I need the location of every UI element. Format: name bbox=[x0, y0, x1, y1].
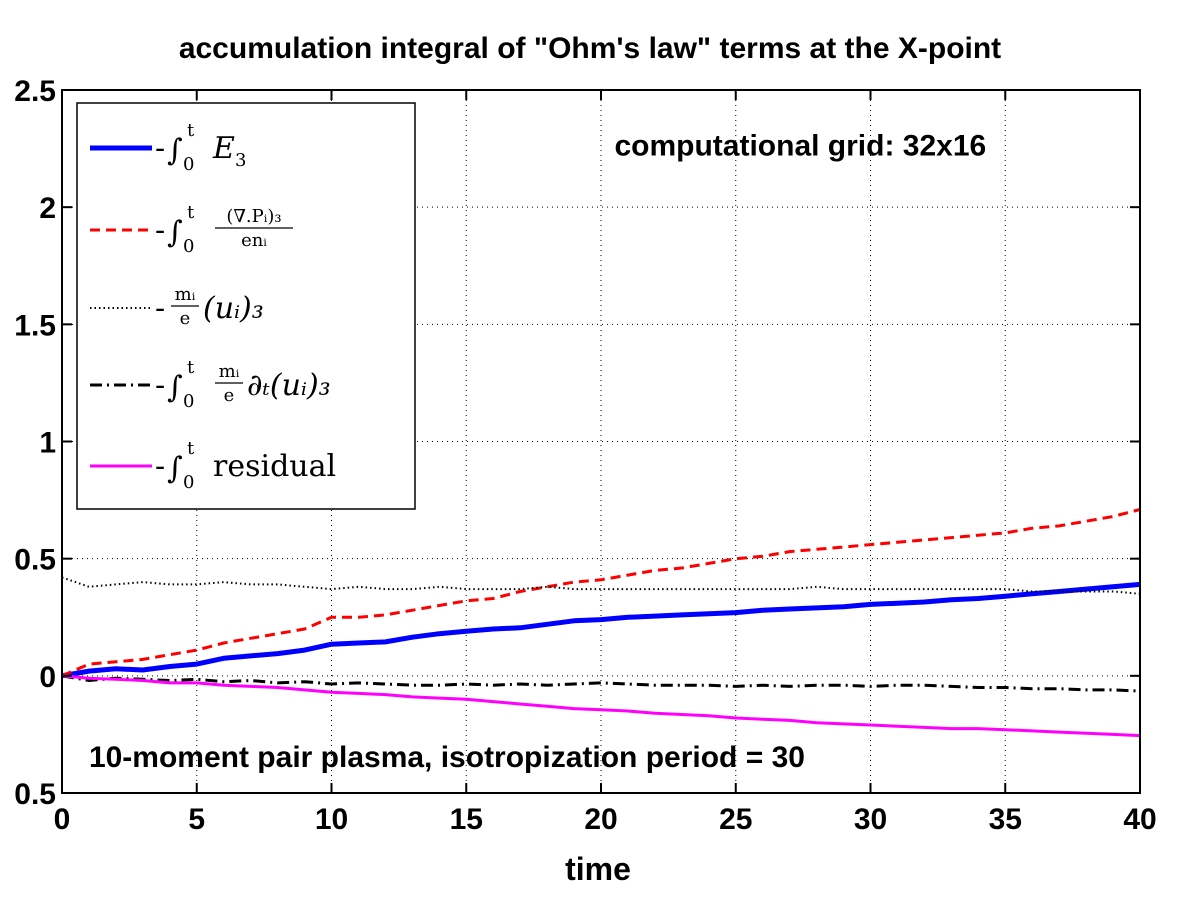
x-tick-label: 15 bbox=[450, 803, 483, 836]
x-tick-label: 10 bbox=[315, 803, 348, 836]
legend-label-1: E bbox=[212, 131, 235, 166]
fraction: (∇.Pᵢ)₃ enᵢ bbox=[215, 206, 293, 251]
y-tick-label: 2 bbox=[39, 192, 56, 225]
fraction-denominator: e bbox=[224, 385, 235, 406]
fraction-numerator: mᵢ bbox=[175, 284, 196, 305]
integral-sign: ∫ bbox=[167, 215, 183, 250]
x-tick-label: 0 bbox=[54, 803, 71, 836]
legend-tail-3: (uᵢ)₃ bbox=[203, 291, 264, 326]
integral-upper-limit: t bbox=[187, 438, 195, 459]
legend-prefix-5: - bbox=[155, 449, 165, 484]
fraction: mᵢ e bbox=[171, 284, 199, 329]
y-tick-label: 0 bbox=[39, 661, 56, 694]
integral-symbol: ∫t 0 bbox=[167, 202, 195, 257]
legend-label-5: residual bbox=[213, 449, 336, 484]
series-line-2 bbox=[61, 508, 1141, 678]
y-tick-label: 1 bbox=[39, 427, 56, 460]
legend-tail-4: ∂ₜ(uᵢ)₃ bbox=[247, 368, 331, 403]
series-line-5 bbox=[61, 674, 1141, 738]
x-tick-label: 25 bbox=[719, 803, 752, 836]
integral-symbol: ∫t 0 bbox=[167, 438, 195, 493]
integral-lower-limit: 0 bbox=[183, 154, 194, 175]
legend-prefix-2: - bbox=[155, 213, 165, 248]
y-tick-label: 0.5 bbox=[14, 778, 56, 811]
fraction-denominator: enᵢ bbox=[241, 230, 267, 251]
integral-symbol: ∫t 0 bbox=[167, 357, 195, 412]
series-line-3 bbox=[61, 576, 1141, 595]
tick-layer: 0 5 10 15 20 25 30 35 400.500.511.522.5 bbox=[14, 75, 1156, 836]
integral-upper-limit: t bbox=[187, 120, 195, 141]
x-tick-label: 20 bbox=[584, 803, 617, 836]
fraction-numerator: (∇.Pᵢ)₃ bbox=[226, 206, 281, 227]
x-tick-label: 5 bbox=[188, 803, 205, 836]
series-line-1 bbox=[61, 581, 1141, 679]
y-tick-label: 2.5 bbox=[14, 75, 56, 108]
annotation-grid-size: computational grid: 32x16 bbox=[614, 130, 986, 163]
fraction-denominator: e bbox=[180, 308, 191, 329]
integral-lower-limit: 0 bbox=[183, 391, 194, 412]
legend-prefix-3: - bbox=[155, 291, 165, 326]
chart-title: accumulation integral of "Ohm's law" ter… bbox=[179, 32, 1001, 65]
x-tick-label: 30 bbox=[854, 803, 887, 836]
integral-lower-limit: 0 bbox=[183, 236, 194, 257]
y-tick-label: 1.5 bbox=[14, 309, 56, 342]
grid-layer bbox=[62, 90, 1140, 793]
series-layer bbox=[61, 508, 1141, 738]
integral-symbol: ∫t 0 bbox=[167, 120, 195, 175]
x-tick-label: 35 bbox=[989, 803, 1022, 836]
y-tick-label: 0.5 bbox=[14, 544, 56, 577]
integral-sign: ∫ bbox=[167, 451, 183, 486]
legend-subscript-1: 3 bbox=[235, 150, 246, 171]
integral-upper-limit: t bbox=[187, 357, 195, 378]
fraction-numerator: mᵢ bbox=[219, 361, 240, 382]
x-tick-label: 40 bbox=[1123, 803, 1156, 836]
fraction: mᵢ e bbox=[215, 361, 243, 406]
legend-prefix-4: - bbox=[155, 368, 165, 403]
integral-upper-limit: t bbox=[187, 202, 195, 223]
x-axis-label: time bbox=[565, 851, 631, 887]
integral-sign: ∫ bbox=[167, 370, 183, 405]
legend-prefix-1: - bbox=[155, 131, 165, 166]
series-line-4 bbox=[61, 674, 1141, 693]
integral-sign: ∫ bbox=[167, 133, 183, 168]
legend-box bbox=[76, 102, 416, 510]
annotation-plasma-info: 10-moment pair plasma, isotropization pe… bbox=[89, 741, 805, 774]
integral-lower-limit: 0 bbox=[183, 472, 194, 493]
